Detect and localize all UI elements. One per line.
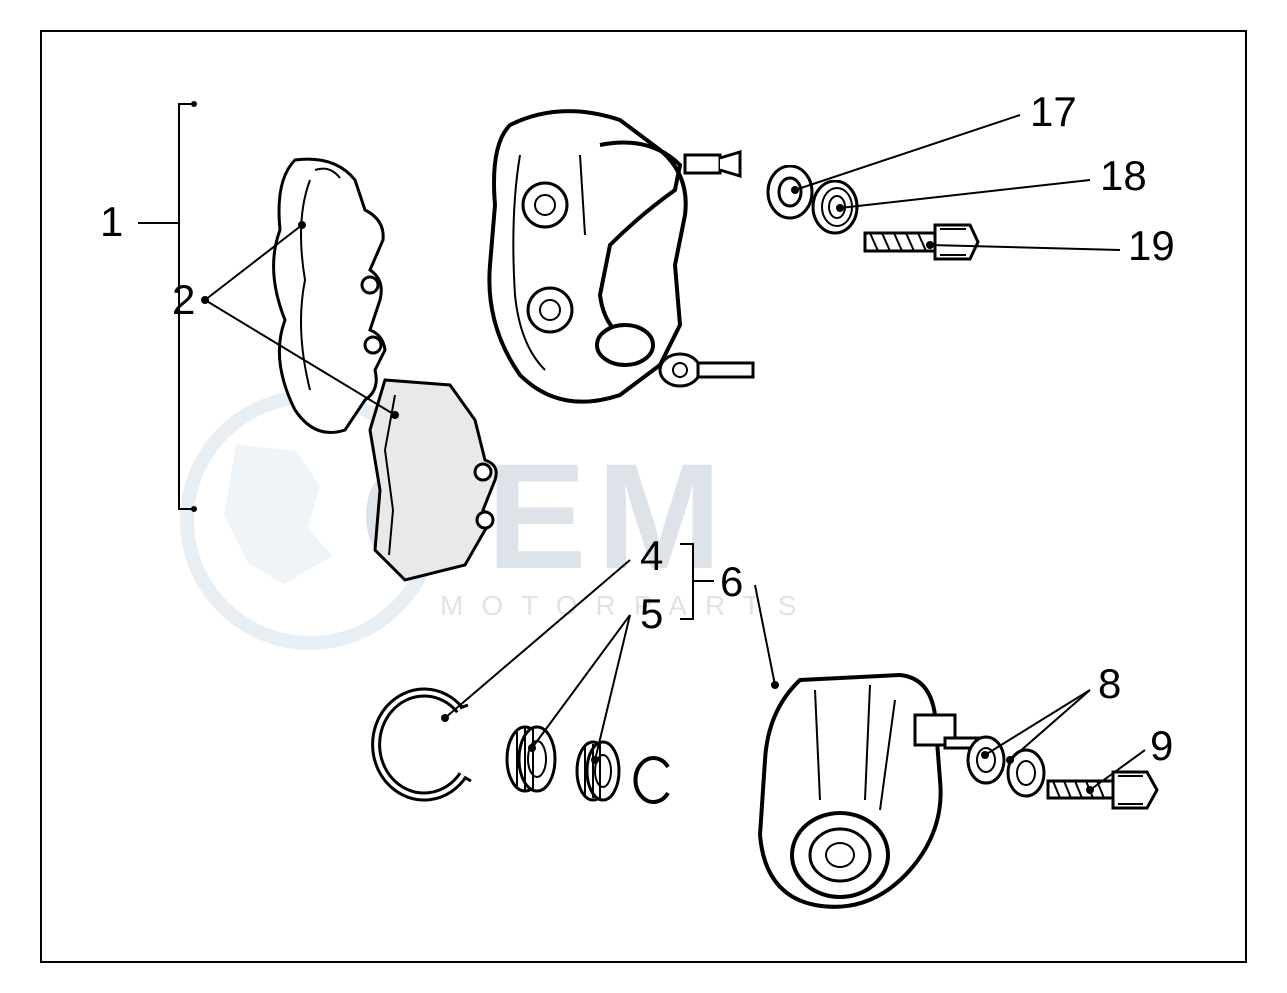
callout-2: 2 — [172, 276, 195, 324]
callout-18: 18 — [1100, 152, 1147, 200]
callout-9: 9 — [1150, 722, 1173, 770]
callout-6: 6 — [720, 558, 743, 606]
leader-lines — [0, 0, 1287, 993]
callout-19: 19 — [1128, 222, 1175, 270]
callout-5: 5 — [640, 590, 663, 638]
callout-8: 8 — [1098, 660, 1121, 708]
callout-4: 4 — [640, 532, 663, 580]
callout-17: 17 — [1030, 88, 1077, 136]
callout-1: 1 — [100, 198, 123, 246]
